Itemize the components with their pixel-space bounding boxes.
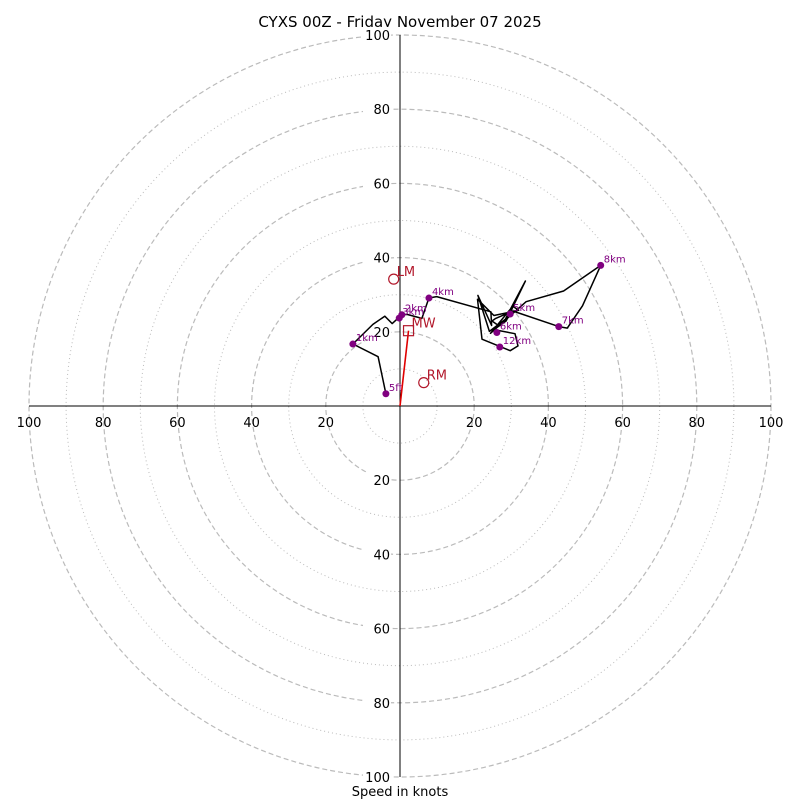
y-tick-bottom-20: 20 xyxy=(373,474,390,489)
y-tick-top-80: 80 xyxy=(373,103,390,118)
y-tick-bottom-80: 80 xyxy=(373,697,390,712)
y-tick-top-40: 40 xyxy=(373,252,390,267)
x-tick-left-100: 100 xyxy=(17,416,42,431)
y-tick-top-bg-40 xyxy=(363,249,391,265)
y-tick-top-bg-80 xyxy=(363,101,391,117)
level-marker-1km xyxy=(349,340,357,348)
level-label-4km: 4km xyxy=(432,287,454,298)
level-label-2km: 2km xyxy=(405,304,427,315)
storm-motion-marker-LM xyxy=(388,273,400,285)
x-tick-right-100: 100 xyxy=(759,416,784,431)
level-label-1km: 1km xyxy=(356,333,378,344)
y-tick-bottom-40: 40 xyxy=(373,548,390,563)
x-tick-left-20: 20 xyxy=(318,416,335,431)
level-marker-3km xyxy=(395,314,403,322)
x-tick-right-40: 40 xyxy=(540,416,557,431)
y-tick-bottom-bg-20 xyxy=(363,472,391,488)
y-tick-top-20: 20 xyxy=(373,326,390,341)
y-tick-bottom-bg-100 xyxy=(363,769,391,784)
storm-motion-marker-MW xyxy=(402,325,415,337)
x-tick-left-80: 80 xyxy=(95,416,112,431)
level-marker-6km xyxy=(493,329,501,337)
storm-motion-label-MW: MW xyxy=(412,317,436,332)
level-marker-12km xyxy=(496,343,504,351)
storm-motion-label-RM: RM xyxy=(427,369,447,384)
x-tick-left-60: 60 xyxy=(169,416,186,431)
y-tick-top-bg-60 xyxy=(363,175,391,191)
level-marker-8km xyxy=(597,261,605,269)
tick-labels: 100 100 100 100 80 80 80 80 60 60 60 60 40 40 40 40 20 20… xyxy=(17,27,784,786)
y-tick-bottom-bg-80 xyxy=(363,694,391,710)
level-label-3km: 3km xyxy=(402,307,424,318)
level-label-7km: 7km xyxy=(562,316,584,327)
y-tick-top-bg-100 xyxy=(363,27,391,42)
y-tick-bottom-100: 100 xyxy=(365,771,390,786)
level-marker-5km xyxy=(506,310,514,318)
x-tick-right-20: 20 xyxy=(466,416,483,431)
chart-title: CYXS 00Z - Friday November 07 2025 xyxy=(258,13,541,31)
level-label-5km: 5km xyxy=(513,303,535,314)
storm-motion-markers: LM RM MW xyxy=(388,265,447,407)
y-tick-top-60: 60 xyxy=(373,177,390,192)
x-tick-right-60: 60 xyxy=(614,416,631,431)
level-label-6km: 6km xyxy=(500,322,522,333)
x-axis-label: Speed in knots xyxy=(352,785,449,800)
level-label-12km: 12km xyxy=(503,336,531,347)
level-label-5ft: 5ft xyxy=(389,383,403,394)
mean-wind-arrow xyxy=(399,330,410,407)
storm-motion-label-LM: LM xyxy=(397,265,415,280)
y-tick-bottom-60: 60 xyxy=(373,623,390,638)
level-marker-4km xyxy=(425,294,433,302)
y-tick-bottom-bg-40 xyxy=(363,546,391,562)
storm-motion-marker-RM xyxy=(418,377,430,389)
level-marker-7km xyxy=(555,323,563,331)
y-tick-bottom-bg-60 xyxy=(363,620,391,636)
x-tick-left-40: 40 xyxy=(243,416,260,431)
y-tick-top-100: 100 xyxy=(365,29,390,44)
level-label-8km: 8km xyxy=(604,254,626,265)
level-marker-5ft xyxy=(382,390,390,398)
x-tick-right-80: 80 xyxy=(689,416,706,431)
